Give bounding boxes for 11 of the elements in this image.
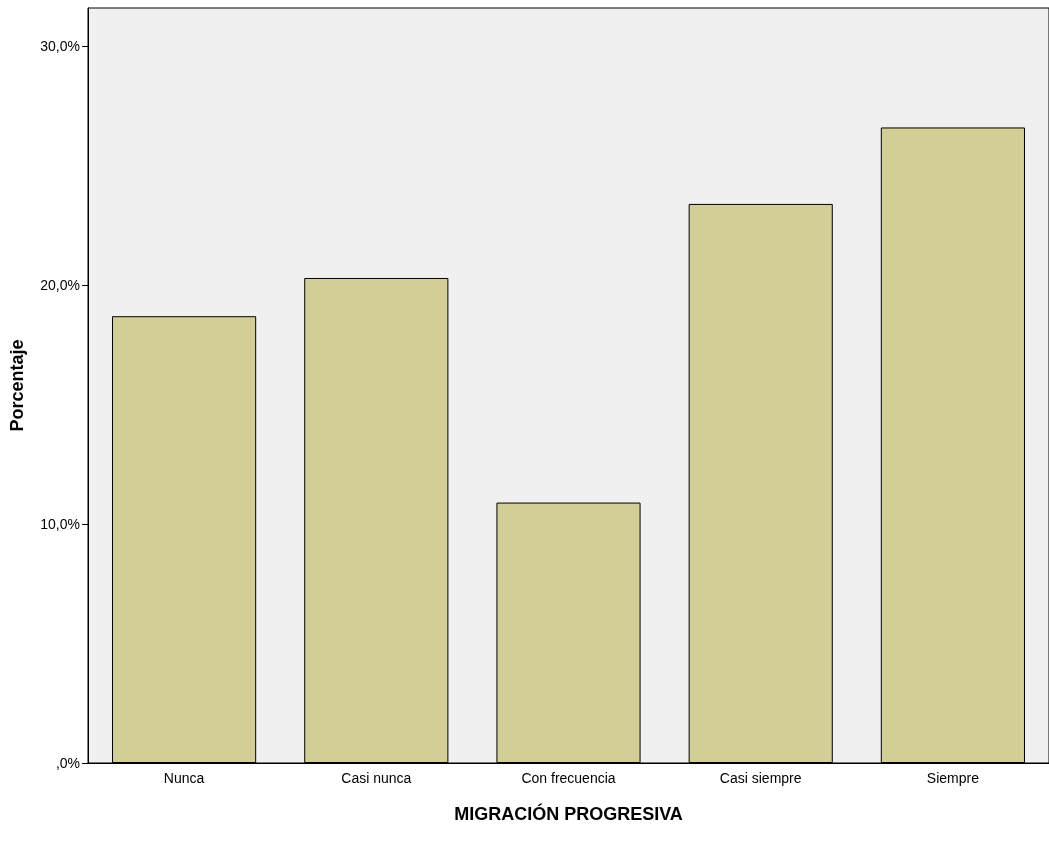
x-tick-label: Con frecuencia — [521, 770, 616, 786]
y-tick-label: 10,0% — [40, 516, 80, 533]
y-tick-label: ,0% — [55, 755, 80, 771]
x-axis-title: MIGRACIÓN PROGRESIVA — [454, 803, 683, 824]
x-tick-label: Casi siempre — [719, 770, 802, 786]
y-tick-label: 20,0% — [40, 277, 80, 294]
x-tick-label: Siempre — [926, 770, 980, 786]
x-tick-label: Nunca — [163, 770, 205, 786]
y-tick-label: 30,0% — [40, 38, 80, 55]
y-axis-title: Porcentaje — [7, 339, 27, 432]
x-tick-label: Casi nunca — [341, 770, 412, 786]
